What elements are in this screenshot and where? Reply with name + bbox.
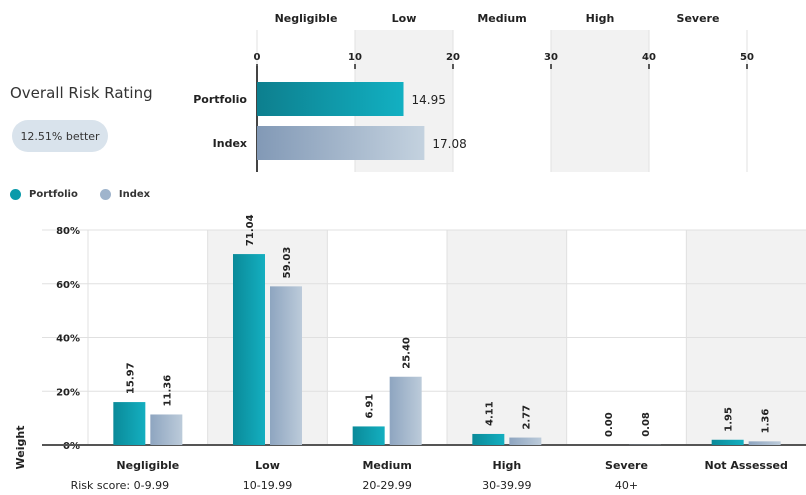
band-label: Severe [677,12,720,25]
bar-value-label: 1.36 [761,409,772,434]
legend-label-portfolio: Portfolio [29,189,78,200]
bar-portfolio [257,82,404,116]
bar-value-label: 59.03 [282,247,293,279]
bar-index [389,376,422,445]
y-tick-label: 40% [56,334,80,345]
bar-value-label: 2.77 [521,405,532,430]
category-band [447,230,567,445]
legend-item-portfolio[interactable]: Portfolio [10,189,78,200]
category-band [207,230,328,445]
x-tick-label: 40 [642,52,656,63]
x-tick-label: 20 [446,52,460,63]
bar-value-label: 71.04 [245,214,256,246]
bar-value-label: 14.95 [412,93,446,107]
bar-portfolio [113,402,146,445]
x-category-label: Medium [362,459,411,472]
bar-portfolio [711,439,744,445]
band-label: Medium [477,12,526,25]
y-axis-title: Weight [14,426,27,470]
bar-value-label: 6.91 [365,394,376,419]
risk-score-label: Risk score: 0-9.99 [71,479,170,492]
y-tick-label: 20% [56,387,80,398]
category-label: Portfolio [193,93,247,106]
x-tick-label: 50 [740,52,754,63]
bar-value-label: 17.08 [432,137,466,151]
legend-label-index: Index [118,189,151,200]
x-category-label: Not Assessed [704,459,787,472]
bar-index [257,126,425,160]
risk-band [551,30,649,172]
bar-index [509,437,542,445]
improvement-badge: 12.51% better [12,120,108,152]
legend-item-index[interactable]: Index [99,189,151,200]
x-tick-label: 0 [254,52,261,63]
bar-value-label: 11.36 [162,375,173,407]
x-category-label: Severe [605,459,648,472]
bar-value-label: 1.95 [724,407,735,432]
band-label: Low [392,12,417,25]
x-tick-label: 10 [348,52,362,63]
risk-score-label: 10-19.99 [243,479,292,492]
index-swatch-icon [99,189,111,200]
bar-value-label: 25.40 [402,337,413,369]
portfolio-swatch-icon [10,189,21,200]
overall-risk-title: Overall Risk Rating [10,84,153,102]
x-tick-label: 30 [544,52,558,63]
bar-value-label: 4.11 [484,401,495,426]
risk-score-label: 40+ [615,479,638,492]
bar-value-label: 0.08 [641,412,652,437]
bar-index [748,441,781,445]
bar-index [150,414,183,445]
bar-value-label: 15.97 [125,362,136,394]
risk-score-label: 20-29.99 [362,479,411,492]
category-band [686,230,806,445]
band-label: High [586,12,615,25]
bar-portfolio [472,433,505,445]
chart-legend: Portfolio Index [10,189,172,200]
y-tick-label: 80% [56,226,80,237]
bar-portfolio [233,254,265,445]
x-category-label: High [492,459,521,472]
x-category-label: Negligible [116,459,179,472]
bar-value-label: 0.00 [604,412,615,437]
bar-portfolio [352,426,385,445]
y-tick-label: 0% [63,441,80,452]
x-category-label: Low [255,459,280,472]
overall-risk-bar-chart: Negligible Low Medium High Severe 0 10 20 30 40 50… [193,12,754,172]
band-label: Negligible [275,12,338,25]
risk-score-label: 30-39.99 [482,479,531,492]
y-tick-label: 60% [56,280,80,291]
category-label: Index [213,137,247,150]
bar-index [270,286,302,445]
